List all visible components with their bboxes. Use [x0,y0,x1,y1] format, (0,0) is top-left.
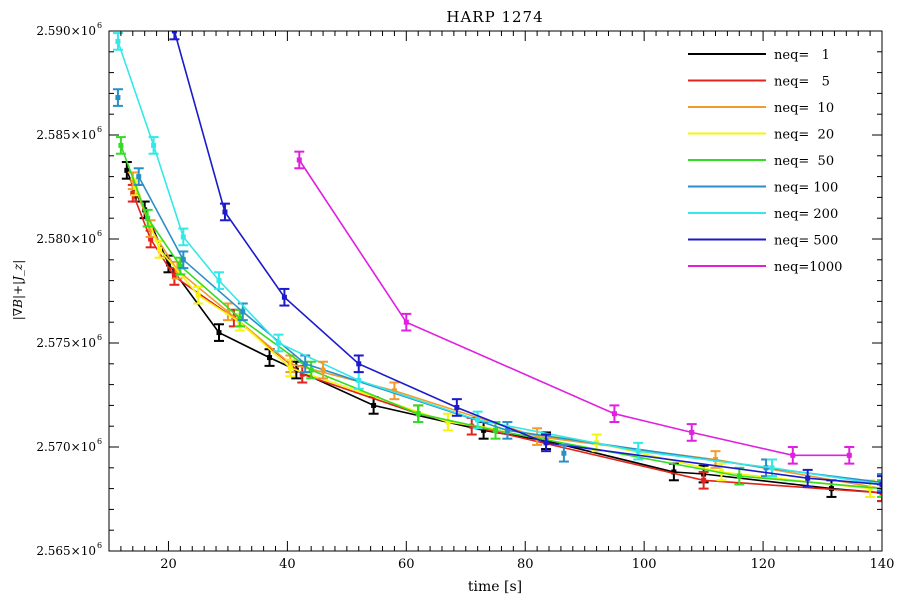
y-tick-label: 2.565×10 [36,544,96,558]
y-axis-label: |∇B|+|J_z| [11,260,25,321]
data-point [273,333,284,353]
x-axis-label: time [s] [468,579,522,595]
x-tick-label: 140 [870,557,895,572]
data-point [222,302,233,322]
series-line-2 [132,180,882,490]
legend-label: neq= 10 [774,101,834,116]
series-line-6 [117,41,882,486]
y-tick-label: 2.570×10 [36,440,96,454]
legend-label: neq= 50 [774,154,834,169]
data-point [802,468,813,488]
y-tick-exponent: 6 [97,437,102,446]
plot-frame [108,30,883,552]
data-point [698,470,709,490]
y-tick-exponent: 6 [97,125,102,134]
series-line-7 [173,31,882,486]
data-point [115,136,126,155]
data-point [169,31,180,41]
data-point [558,443,569,463]
data-point [285,358,296,378]
data-point [306,360,317,380]
series-line-3 [135,186,871,490]
data-point [502,421,513,440]
x-tick-label: 20 [160,557,177,572]
y-tick-exponent: 6 [97,541,102,550]
data-point [294,150,305,170]
data-point [451,398,462,417]
data-point [442,412,453,432]
y-tick-label: 2.590×10 [36,24,96,38]
data-point [279,287,290,307]
data-point [112,88,123,107]
x-tick-label: 120 [751,557,776,572]
data-point [214,271,225,290]
data-point [193,285,204,305]
data-point [318,360,329,380]
data-point [686,423,697,442]
data-point [472,410,483,430]
data-point [787,446,798,465]
data-point [178,227,189,247]
legend-label: neq= 5 [774,75,830,90]
data-point [541,433,552,453]
data-point [877,475,882,494]
legend-label: neq= 200 [774,207,838,222]
data-point [401,312,412,332]
data-point [633,441,644,461]
data-point [214,323,225,342]
data-point [142,208,153,228]
series-line-8 [298,159,850,457]
data-point [219,202,230,222]
data-point [148,136,159,155]
y-tick-exponent: 6 [97,21,102,30]
data-point [389,381,400,401]
legend-label: neq=1000 [774,260,842,275]
y-tick-exponent: 6 [97,229,102,238]
legend-label: neq= 20 [774,128,834,143]
data-point [353,354,364,374]
series-layer [112,31,882,503]
legend-label: neq= 500 [774,234,838,249]
x-tick-label: 80 [517,557,534,572]
legend-label: neq= 100 [774,181,838,196]
legend: neq= 1 neq= 5 neq= 10 neq= 20 neq= 50 neq= 10… [688,48,842,275]
x-tick-label: 100 [632,557,657,572]
legend-label: neq= 1 [774,48,830,63]
series-line-0 [126,170,882,494]
x-tick-label: 40 [279,557,296,572]
data-point [133,167,144,186]
x-tick-label: 60 [398,557,415,572]
data-point [844,446,855,465]
y-tick-exponent: 6 [97,333,102,342]
y-tick-label: 2.585×10 [36,128,96,142]
data-point [413,404,424,424]
data-point [154,240,165,259]
chart-title: HARP 1274 [446,8,543,26]
y-tick-label: 2.580×10 [36,232,96,246]
data-point [112,32,123,51]
data-point [178,250,189,270]
data-point [609,404,620,424]
y-tick-label: 2.575×10 [36,336,96,350]
series-line-1 [132,192,882,494]
